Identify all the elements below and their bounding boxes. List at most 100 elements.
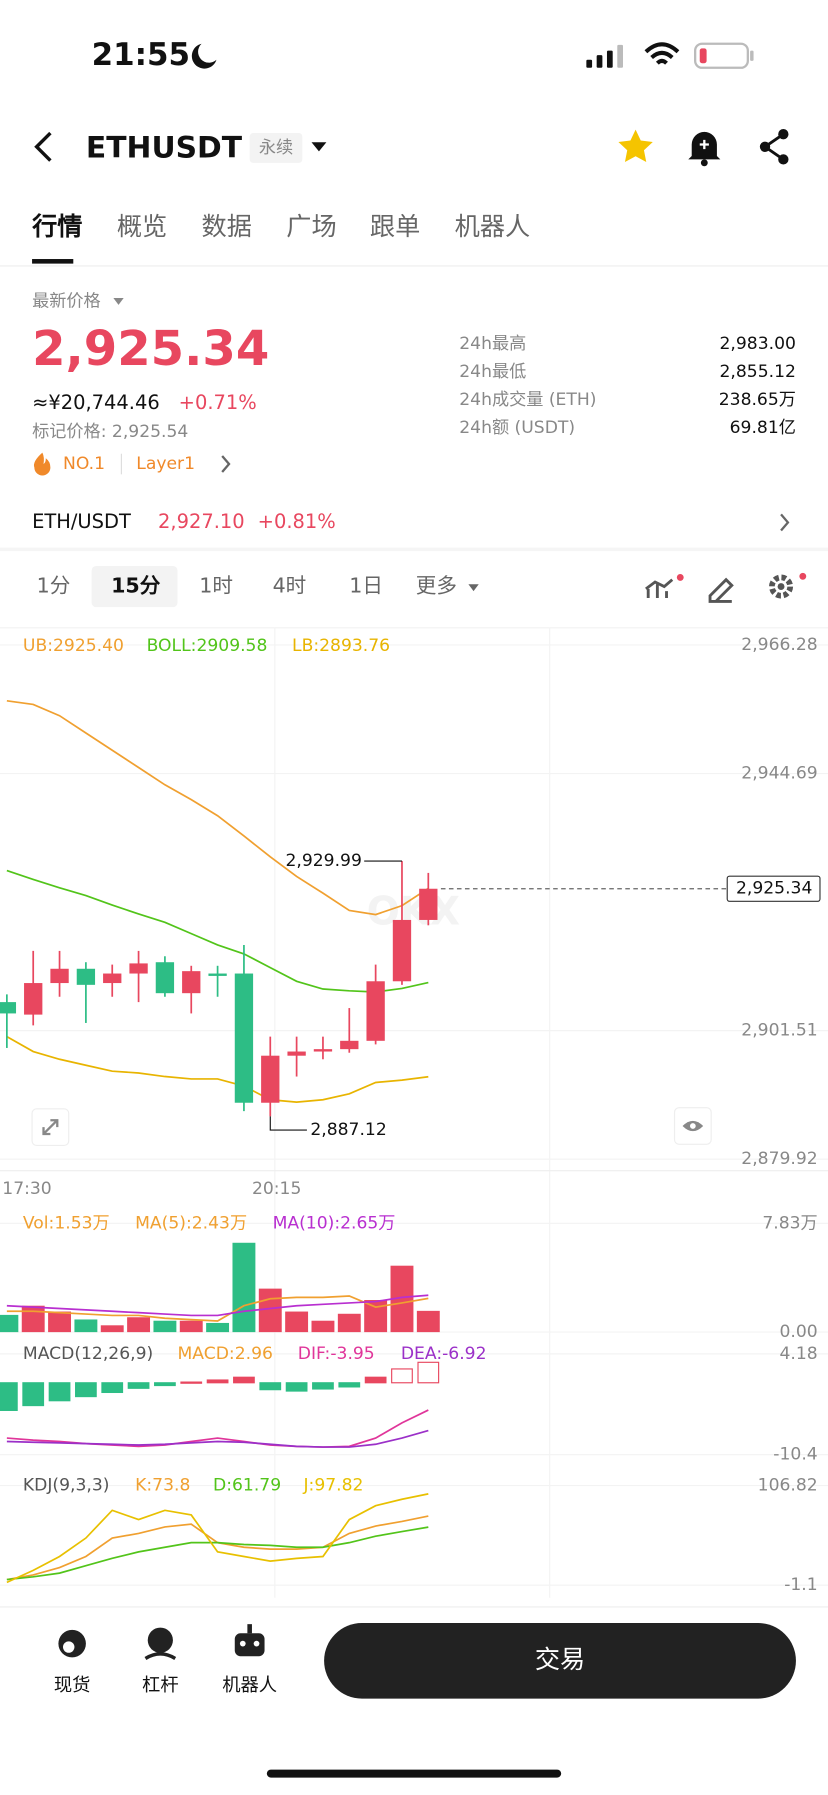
volume-bar (153, 1320, 177, 1333)
tab[interactable]: 广场 (286, 212, 336, 241)
y-tick-label: 106.82 (758, 1476, 818, 1496)
tab[interactable]: 数据 (202, 212, 252, 241)
boll-lb (6, 1035, 429, 1104)
volume-bar (48, 1311, 72, 1333)
wifi-icon (644, 42, 680, 65)
nav-label[interactable]: 现货 (54, 1675, 91, 1696)
candle-body (392, 919, 412, 982)
indicator-button[interactable] (645, 573, 684, 599)
legend-item: KDJ(9,3,3) (23, 1476, 110, 1496)
macd-bar (312, 1382, 334, 1390)
candle-body (24, 983, 43, 1015)
stat-label: 24h最高 (459, 334, 526, 354)
last-price: 2,925.34 (32, 321, 269, 377)
visibility-button[interactable] (673, 1107, 712, 1145)
volume-bar (74, 1319, 98, 1333)
active-interval-bg (91, 565, 178, 608)
more-dropdown (468, 584, 479, 592)
symbol: ETHUSDT (86, 131, 243, 166)
macd-bar (22, 1382, 45, 1407)
x-tick-label: 17:30 (2, 1179, 51, 1199)
volume-ma10 (6, 1294, 429, 1317)
candle-body (182, 971, 201, 994)
interval[interactable]: 4时 (273, 574, 307, 598)
candle-body (129, 963, 148, 974)
clock: 21:55 (92, 37, 190, 73)
volume-bar (285, 1311, 309, 1333)
legend-item: BOLL:2909.58 (147, 636, 268, 656)
kdj-j (6, 1493, 429, 1584)
margin-icon[interactable] (144, 1627, 177, 1660)
candle-body (261, 1055, 280, 1103)
volume-bar (21, 1305, 45, 1333)
spot-price: 2,927.10 (158, 510, 245, 533)
candle-body (0, 1002, 17, 1014)
price-label-dropdown[interactable] (113, 297, 124, 305)
tab[interactable]: 行情 (31, 212, 82, 241)
sector-chevron[interactable] (221, 455, 231, 473)
favorite-star[interactable] (618, 129, 653, 163)
macd-dea (6, 1429, 429, 1448)
candle-body (103, 973, 122, 984)
volume-bar (364, 1300, 388, 1333)
volume-bar (337, 1313, 361, 1333)
candle-body (50, 968, 69, 984)
candle-body (313, 1049, 333, 1052)
stat-label: 24h成交量 (ETH) (459, 390, 596, 410)
tab[interactable]: 跟单 (370, 212, 420, 241)
boll-ub (6, 699, 429, 916)
nav-label[interactable]: 杠杆 (142, 1675, 179, 1696)
bot-icon[interactable] (234, 1624, 265, 1657)
y-tick-label: -10.4 (773, 1445, 817, 1465)
share-button[interactable] (759, 129, 789, 165)
interval[interactable]: 15分 (111, 574, 161, 598)
symbol-dropdown[interactable] (311, 142, 327, 152)
signal-icon (586, 44, 624, 68)
y-tick-label: 0.00 (779, 1322, 817, 1342)
spot-pair: ETH/USDT (32, 510, 131, 533)
candle-body (287, 1051, 306, 1056)
draw-button[interactable] (708, 577, 734, 603)
battery-icon (694, 42, 754, 69)
volume-bar (100, 1325, 124, 1333)
spot-chevron[interactable] (780, 513, 790, 532)
interval[interactable]: 1日 (349, 574, 383, 598)
fullscreen-button[interactable] (31, 1108, 70, 1147)
mark-price: 标记价格: 2,925.54 (32, 422, 188, 442)
candle-body (366, 981, 385, 1041)
trade-button-bg[interactable] (324, 1623, 796, 1699)
volume-bar (206, 1322, 230, 1333)
volume-bar (258, 1288, 282, 1333)
boll-mid (6, 869, 429, 993)
current-price-label: 2,925.34 (736, 879, 812, 899)
interval[interactable]: 1时 (199, 574, 233, 598)
settings-button[interactable] (769, 572, 807, 599)
back-button[interactable] (34, 131, 52, 162)
interval[interactable]: 更多 (416, 574, 457, 598)
candle-body (208, 973, 227, 976)
spot-icon[interactable] (58, 1629, 86, 1658)
interval[interactable]: 1分 (37, 574, 71, 598)
candle-body (234, 973, 254, 1103)
tab[interactable]: 机器人 (455, 212, 531, 241)
stat-value: 2,983.00 (720, 334, 796, 354)
trade-button[interactable]: 交易 (535, 1645, 585, 1674)
divider (0, 547, 828, 552)
macd-bar (391, 1368, 413, 1384)
candle-body (340, 1040, 359, 1050)
alert-bell[interactable] (688, 131, 721, 167)
contract-tag: 永续 (259, 138, 293, 158)
macd-bar (154, 1382, 176, 1387)
high-label: 2,929.99 (285, 851, 361, 871)
legend-item: MA(5):2.43万 (135, 1213, 247, 1233)
volume-bar (390, 1265, 414, 1333)
macd-bar (206, 1379, 229, 1384)
tab[interactable]: 概览 (117, 212, 167, 241)
stat-label: 24h最低 (459, 362, 526, 382)
y-tick-label: 4.18 (779, 1344, 817, 1364)
volume-bar (127, 1317, 151, 1333)
legend-item: UB:2925.40 (23, 636, 124, 656)
active-tab-indicator (32, 259, 74, 264)
nav-label[interactable]: 机器人 (222, 1675, 277, 1696)
